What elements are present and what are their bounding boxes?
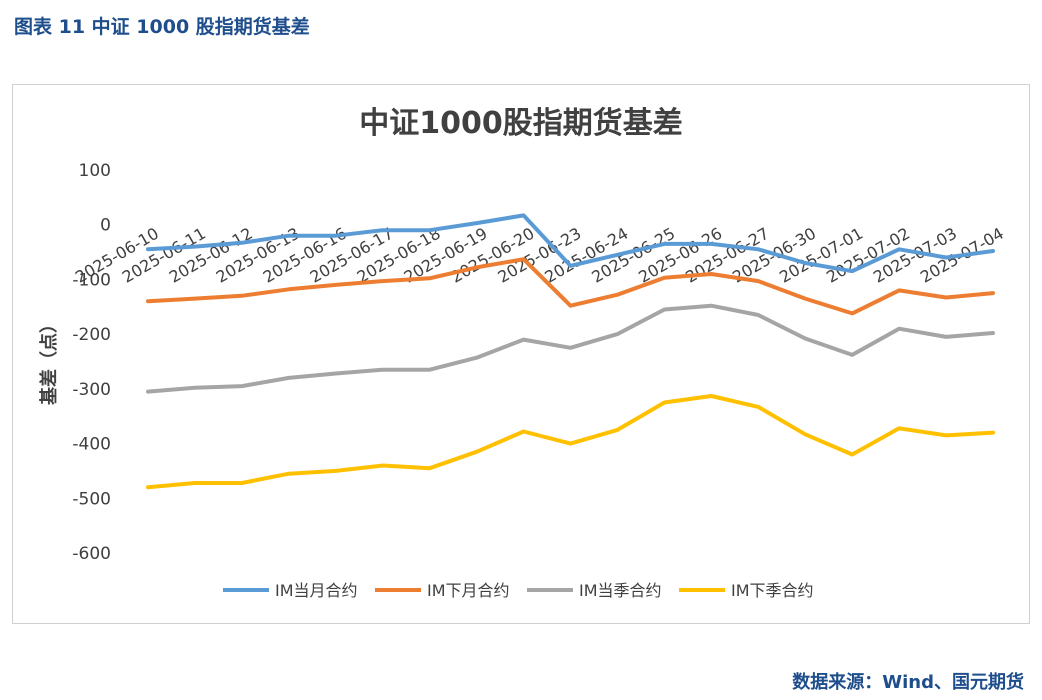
series-line-2: [146, 257, 995, 316]
y-tick-label: -400: [72, 435, 111, 455]
legend-label: IM下月合约: [427, 581, 510, 600]
line-chart: 中证1000股指期货基差 基差（点） 100 0 -100 -200 -300 -400 -…: [38, 106, 1007, 600]
series-line-1: [146, 213, 995, 274]
series-line-3: [146, 303, 995, 394]
y-tick-label: -500: [72, 489, 111, 509]
y-tick-label: 0: [100, 216, 111, 236]
chart-legend: IM当月合约 IM下月合约 IM当季合约 IM下季合约: [223, 581, 814, 600]
data-source: 数据来源：Wind、国元期货: [792, 672, 1024, 693]
chart-frame: 中证1000股指期货基差 基差（点） 100 0 -100 -200 -300 -400 -…: [12, 84, 1030, 624]
legend-label: IM当季合约: [579, 581, 662, 600]
series-line-4: [146, 394, 995, 490]
y-tick-label: -300: [72, 380, 111, 400]
y-tick-label: -200: [72, 325, 111, 345]
figure-caption: 图表 11 中证 1000 股指期货基差: [14, 16, 310, 38]
legend-label: IM当月合约: [275, 581, 358, 600]
chart-title: 中证1000股指期货基差: [359, 106, 683, 141]
y-tick-label: -100: [72, 270, 111, 290]
y-axis-label: 基差（点）: [38, 315, 60, 406]
y-tick-label: -600: [72, 544, 111, 564]
y-tick-label: 100: [79, 161, 111, 181]
y-axis-ticks: 100 0 -100 -200 -300 -400 -500 -600: [72, 161, 111, 564]
series-lines: [146, 213, 995, 490]
legend-label: IM下季合约: [731, 581, 814, 600]
